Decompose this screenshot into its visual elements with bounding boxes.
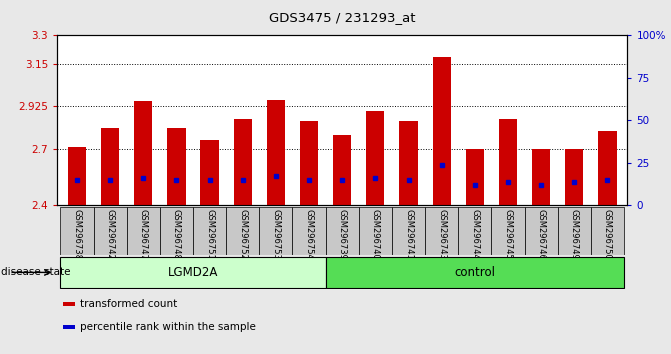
- Bar: [325, 257, 624, 287]
- Bar: [458, 207, 491, 255]
- Text: GSM296745: GSM296745: [503, 209, 513, 259]
- Text: GSM296753: GSM296753: [271, 209, 280, 259]
- Bar: [333, 135, 352, 205]
- Text: GSM296747: GSM296747: [139, 209, 148, 259]
- Bar: [101, 128, 119, 205]
- Bar: [591, 207, 624, 255]
- Bar: [60, 257, 325, 287]
- Bar: [499, 119, 517, 205]
- Bar: [433, 57, 451, 205]
- Text: GSM296740: GSM296740: [371, 209, 380, 259]
- Text: GSM296749: GSM296749: [570, 209, 579, 259]
- Bar: [425, 207, 458, 255]
- Bar: [93, 207, 127, 255]
- Bar: [259, 207, 293, 255]
- Bar: [392, 207, 425, 255]
- Text: percentile rank within the sample: percentile rank within the sample: [80, 322, 256, 332]
- Bar: [226, 207, 259, 255]
- Bar: [565, 149, 584, 205]
- Bar: [160, 207, 193, 255]
- Bar: [491, 207, 525, 255]
- Text: GSM296746: GSM296746: [537, 209, 546, 259]
- Text: GSM296748: GSM296748: [172, 209, 181, 259]
- Bar: [193, 207, 226, 255]
- Text: GSM296739: GSM296739: [338, 209, 347, 259]
- Bar: [359, 207, 392, 255]
- Text: disease state: disease state: [1, 267, 70, 278]
- Bar: [68, 147, 86, 205]
- Bar: [60, 207, 93, 255]
- Bar: [466, 149, 484, 205]
- Text: LGMD2A: LGMD2A: [168, 266, 218, 279]
- Text: GSM296743: GSM296743: [437, 209, 446, 259]
- Bar: [127, 207, 160, 255]
- Text: transformed count: transformed count: [80, 299, 177, 309]
- Bar: [599, 131, 617, 205]
- Bar: [366, 111, 384, 205]
- Text: GSM296750: GSM296750: [603, 209, 612, 259]
- Bar: [558, 207, 591, 255]
- Text: GSM296742: GSM296742: [105, 209, 115, 259]
- Text: GSM296754: GSM296754: [305, 209, 313, 259]
- Text: GSM296738: GSM296738: [72, 209, 81, 259]
- Bar: [234, 119, 252, 205]
- Text: GSM296751: GSM296751: [205, 209, 214, 259]
- Bar: [134, 101, 152, 205]
- Bar: [293, 207, 325, 255]
- Text: GSM296741: GSM296741: [404, 209, 413, 259]
- Text: GSM296752: GSM296752: [238, 209, 247, 259]
- Text: GSM296744: GSM296744: [470, 209, 479, 259]
- Bar: [399, 121, 417, 205]
- Text: control: control: [454, 266, 495, 279]
- Bar: [167, 128, 185, 205]
- Bar: [525, 207, 558, 255]
- Bar: [63, 302, 75, 306]
- Text: GDS3475 / 231293_at: GDS3475 / 231293_at: [269, 11, 415, 24]
- Bar: [267, 99, 285, 205]
- Bar: [325, 207, 359, 255]
- Bar: [300, 121, 318, 205]
- Bar: [201, 140, 219, 205]
- Bar: [63, 325, 75, 329]
- Bar: [532, 149, 550, 205]
